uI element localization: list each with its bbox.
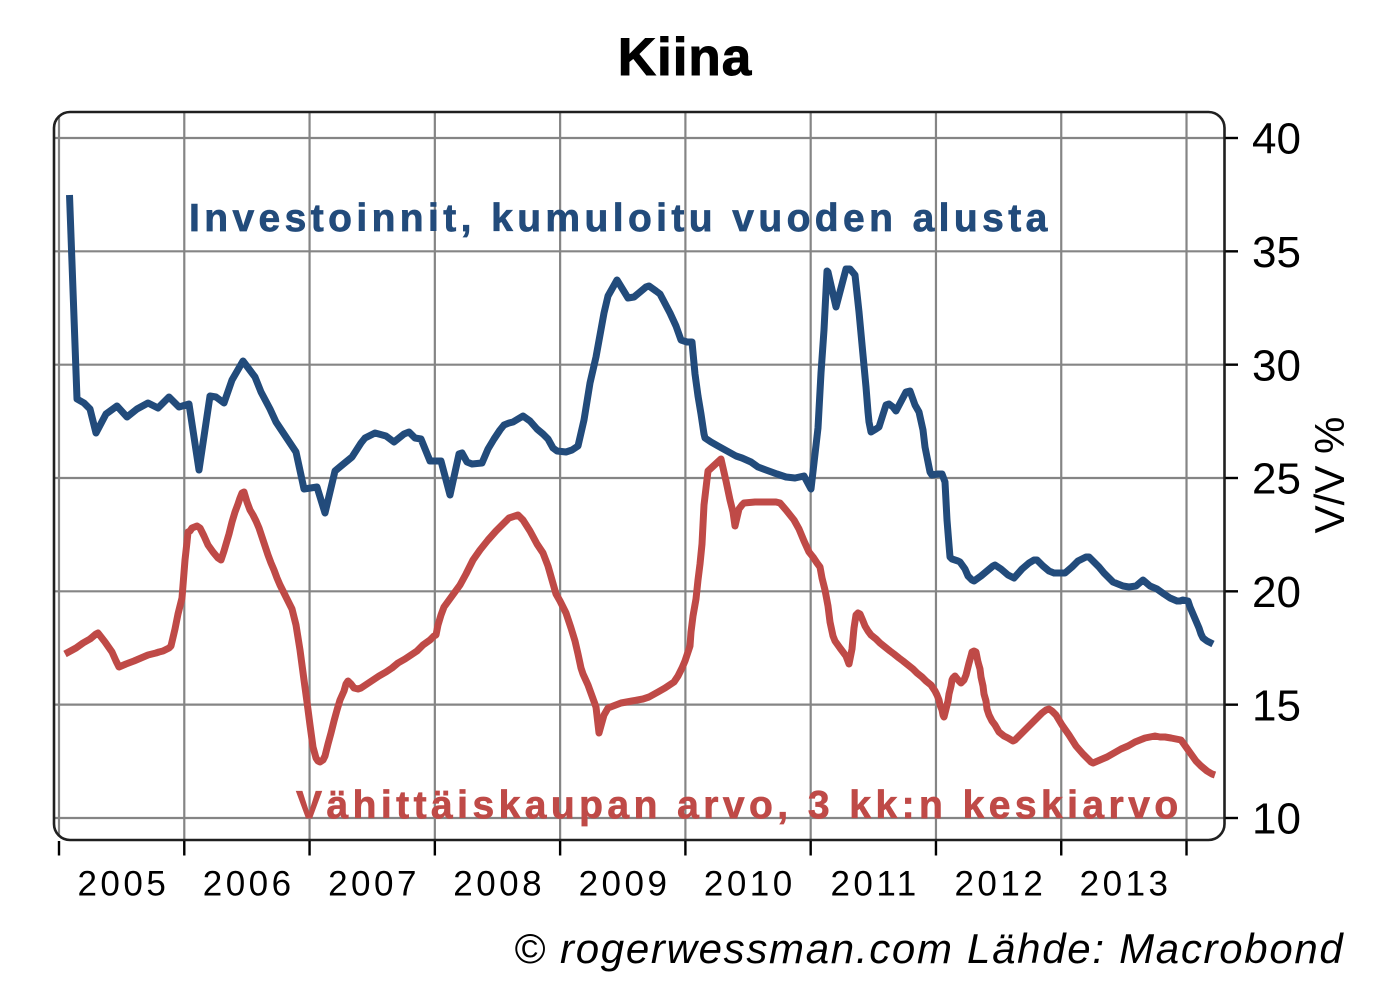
svg-text:Vähittäiskaupan arvo, 3 kk:n k: Vähittäiskaupan arvo, 3 kk:n keskiarvo (296, 784, 1183, 827)
svg-text:2006: 2006 (203, 865, 295, 904)
svg-text:2009: 2009 (579, 865, 671, 904)
svg-text:© rogerwessman.com Lähde: Macr: © rogerwessman.com Lähde: Macrobond (514, 925, 1345, 972)
svg-text:2008: 2008 (453, 865, 545, 904)
svg-text:2011: 2011 (830, 865, 919, 904)
svg-text:20: 20 (1252, 568, 1301, 617)
svg-text:2012: 2012 (954, 865, 1046, 904)
svg-text:40: 40 (1252, 115, 1301, 164)
svg-text:Kiina: Kiina (618, 28, 753, 87)
svg-text:2010: 2010 (704, 865, 796, 904)
svg-text:30: 30 (1252, 341, 1301, 390)
svg-text:15: 15 (1252, 681, 1301, 730)
svg-text:2013: 2013 (1080, 865, 1172, 904)
svg-text:V/V %: V/V % (1306, 417, 1353, 534)
svg-text:2007: 2007 (328, 865, 420, 904)
svg-text:35: 35 (1252, 228, 1301, 277)
svg-text:10: 10 (1252, 795, 1301, 844)
svg-text:Investoinnit, kumuloitu vuoden: Investoinnit, kumuloitu vuoden alusta (189, 197, 1052, 240)
svg-text:2005: 2005 (77, 865, 169, 904)
svg-text:25: 25 (1252, 455, 1301, 504)
